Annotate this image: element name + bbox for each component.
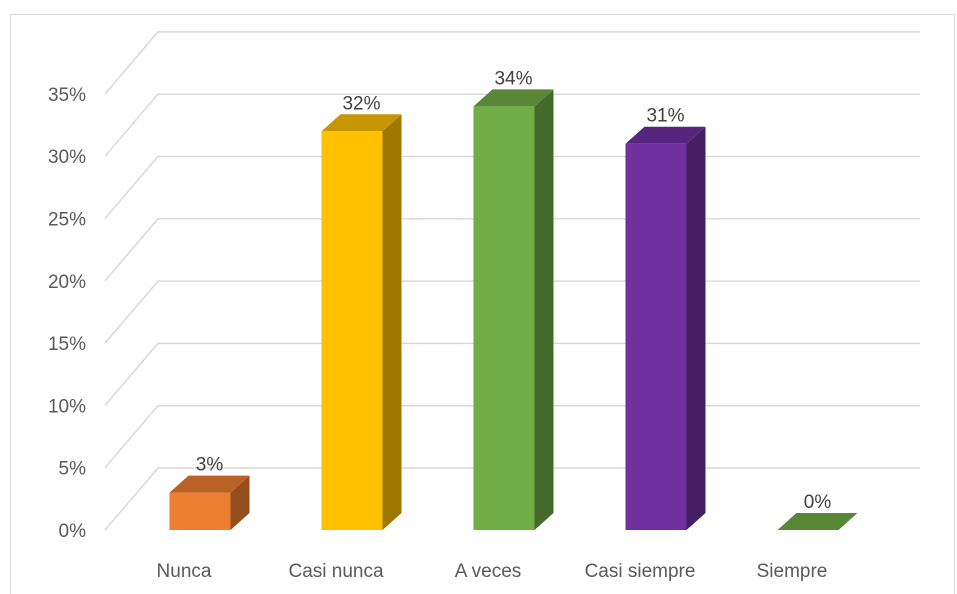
category-label: Siempre xyxy=(757,561,828,582)
y-tick-label: 20% xyxy=(48,272,86,293)
y-tick-label: 10% xyxy=(48,396,86,417)
chart: 0% 5% 10% 15% 20% 25% 30% 35% 3% 32% 34% 31% 0% Nun… xyxy=(48,31,920,582)
bar xyxy=(321,114,402,530)
data-labels: 3% 32% 34% 31% 0% xyxy=(196,68,832,513)
bar xyxy=(777,513,858,530)
category-labels: Nunca Casi nunca A veces Casi siempre Siempr… xyxy=(157,561,828,582)
y-tick-label: 15% xyxy=(48,334,86,355)
y-tick-label: 30% xyxy=(48,147,86,168)
category-label: Casi nunca xyxy=(288,561,383,582)
category-label: Casi siempre xyxy=(585,561,696,582)
chart-frame xyxy=(10,14,955,594)
data-label: 0% xyxy=(804,492,832,513)
data-label: 3% xyxy=(196,455,224,476)
y-tick-label: 35% xyxy=(48,85,86,106)
data-label: 31% xyxy=(646,106,684,127)
bars xyxy=(169,89,858,531)
category-label: Nunca xyxy=(157,561,212,582)
y-tick-label: 25% xyxy=(48,210,86,231)
category-label: A veces xyxy=(455,561,522,582)
y-tick-label: 0% xyxy=(59,521,87,542)
data-label: 32% xyxy=(342,93,380,114)
data-label: 34% xyxy=(494,68,532,89)
gridline xyxy=(104,31,920,95)
y-tick-label: 5% xyxy=(59,459,87,480)
bar xyxy=(473,89,554,531)
bar xyxy=(169,475,250,530)
gridlines xyxy=(104,31,920,531)
bar xyxy=(625,126,706,531)
y-axis-ticks: 0% 5% 10% 15% 20% 25% 30% 35% xyxy=(48,85,86,542)
gridline xyxy=(104,93,920,157)
